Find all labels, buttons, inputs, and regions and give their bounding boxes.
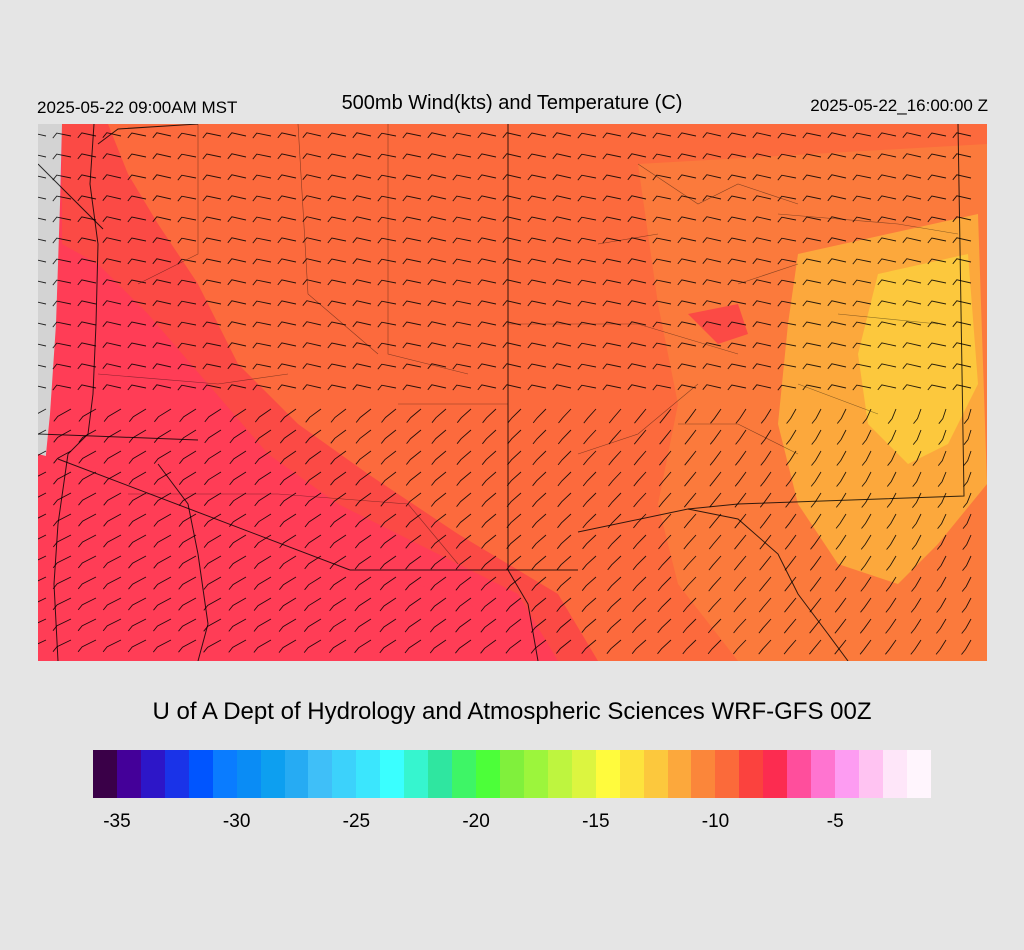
colorbar-swatch bbox=[308, 750, 333, 798]
colorbar-swatch bbox=[811, 750, 836, 798]
colorbar-swatch bbox=[835, 750, 859, 798]
colorbar-swatch bbox=[523, 750, 548, 798]
colorbar-swatch bbox=[667, 750, 692, 798]
colorbar-swatch bbox=[356, 750, 381, 798]
colorbar-swatch bbox=[212, 750, 237, 798]
colorbar-swatch bbox=[739, 750, 764, 798]
colorbar-swatch bbox=[906, 750, 931, 798]
colorbar-swatch bbox=[571, 750, 596, 798]
colorbar-swatch bbox=[380, 750, 405, 798]
colorbar-swatch bbox=[164, 750, 189, 798]
colorbar-swatch bbox=[643, 750, 668, 798]
colorbar-swatch bbox=[859, 750, 883, 798]
colorbar-tick-label: -25 bbox=[342, 811, 371, 832]
colorbar-swatch bbox=[476, 750, 500, 798]
colorbar-swatch bbox=[404, 750, 429, 798]
colorbar-swatch bbox=[116, 750, 141, 798]
colorbar-tick-label: -35 bbox=[103, 811, 131, 832]
colorbar-swatch bbox=[595, 750, 620, 798]
temp-field-yellow bbox=[858, 254, 978, 464]
temperature-map bbox=[38, 124, 987, 661]
county-borders bbox=[97, 124, 959, 565]
map-panel bbox=[38, 124, 987, 661]
colorbar-labels: -35 -30 -25 -20 -15 -10 -5 bbox=[93, 810, 931, 834]
colorbar-swatch bbox=[499, 750, 524, 798]
colorbar-swatch bbox=[236, 750, 261, 798]
colorbar-swatch bbox=[882, 750, 907, 798]
state-borders bbox=[38, 124, 965, 661]
colorbar-tick-label: -10 bbox=[701, 811, 730, 832]
colorbar-swatch bbox=[140, 750, 165, 798]
colorbar-swatch bbox=[691, 750, 716, 798]
colorbar-swatch bbox=[428, 750, 453, 798]
colorbar-swatch bbox=[715, 750, 740, 798]
colorbar-swatch bbox=[93, 750, 117, 798]
colorbar-swatch bbox=[547, 750, 572, 798]
credit-text: U of A Dept of Hydrology and Atmospheric… bbox=[152, 698, 872, 725]
map-title: 500mb Wind(kts) and Temperature (C) bbox=[341, 92, 683, 114]
valid-time-label: 2025-05-22_16:00:00 Z bbox=[810, 96, 988, 115]
colorbar-swatch bbox=[452, 750, 476, 798]
colorbar-swatch bbox=[260, 750, 285, 798]
colorbar-swatch bbox=[188, 750, 213, 798]
colorbar-swatch bbox=[787, 750, 812, 798]
local-time-label: 2025-05-22 09:00AM MST bbox=[37, 98, 238, 117]
colorbar-swatch bbox=[619, 750, 644, 798]
colorbar bbox=[93, 750, 931, 798]
colorbar-tick-label: -20 bbox=[462, 811, 490, 832]
colorbar-swatch bbox=[284, 750, 309, 798]
colorbar-swatch bbox=[763, 750, 788, 798]
colorbar-tick-label: -5 bbox=[826, 811, 844, 832]
colorbar-swatch bbox=[332, 750, 357, 798]
wind-barb-icon bbox=[38, 132, 972, 655]
colorbar-tick-label: -15 bbox=[582, 811, 610, 832]
colorbar-tick-label: -30 bbox=[222, 811, 251, 832]
temp-field-southwest bbox=[38, 454, 538, 661]
